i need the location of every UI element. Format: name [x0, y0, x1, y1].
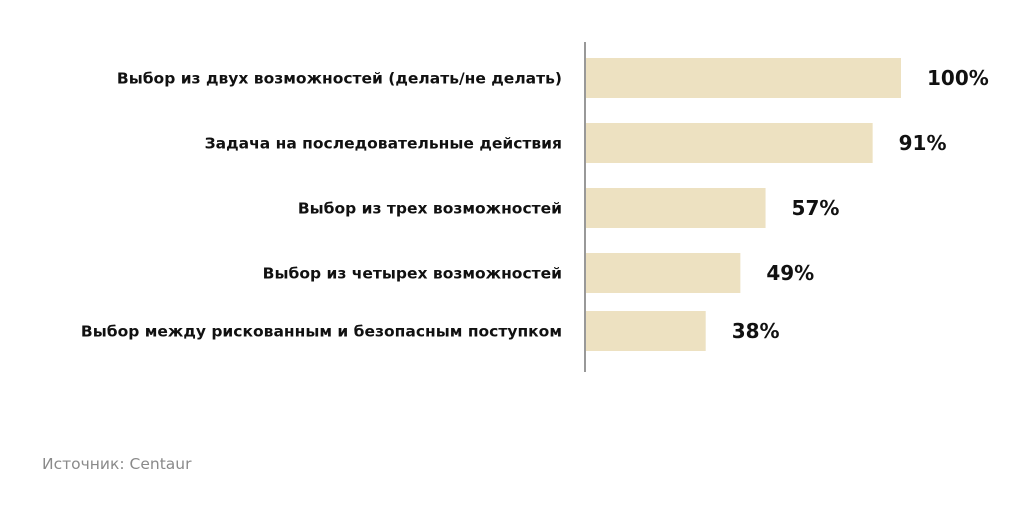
bar: [586, 58, 901, 98]
source-note: Источник: Centaur: [42, 455, 192, 473]
category-label: Выбор из трех возможностей: [298, 200, 562, 218]
bars-layer: [586, 58, 901, 351]
category-label: Задача на последовательные действия: [205, 135, 562, 153]
category-labels: Выбор из двух возможностей (делать/не де…: [81, 70, 562, 341]
category-label: Выбор из четырех возможностей: [263, 265, 562, 283]
value-label: 38%: [732, 319, 780, 343]
category-label: Выбор из двух возможностей (делать/не де…: [117, 70, 562, 88]
bar: [586, 311, 706, 351]
value-label: 91%: [899, 131, 947, 155]
bar: [586, 253, 741, 293]
category-label: Выбор между рискованным и безопасным пос…: [81, 323, 562, 341]
value-labels: 100% 91% 57% 49% 38%: [732, 66, 989, 343]
bar: [586, 188, 766, 228]
value-label: 49%: [766, 261, 814, 285]
bar: [586, 123, 873, 163]
value-label: 57%: [792, 196, 840, 220]
value-label: 100%: [927, 66, 989, 90]
